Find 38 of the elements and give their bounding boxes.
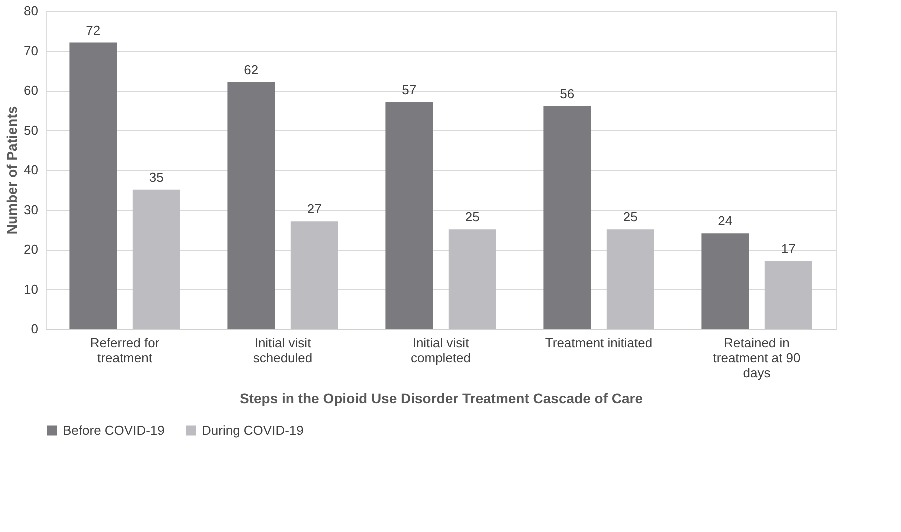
x-axis-title: Steps in the Opioid Use Disorder Treatment Cascade of Care <box>240 390 644 406</box>
y-tick-label: 30 <box>24 202 38 218</box>
bar <box>544 106 592 329</box>
y-tick-label: 10 <box>24 282 38 297</box>
y-tick-label: 50 <box>24 122 38 138</box>
x-tick-label: Initial visit completed <box>411 336 471 366</box>
data-label: 57 <box>402 82 417 98</box>
data-label: 25 <box>623 210 638 225</box>
bar <box>132 190 180 329</box>
bar <box>448 230 496 329</box>
x-tick-label: Treatment initiated <box>545 336 653 350</box>
data-label: 27 <box>307 202 322 217</box>
data-label: 24 <box>718 214 733 229</box>
x-tick-label: Initial visit scheduled <box>253 336 313 366</box>
bar <box>70 42 118 329</box>
y-tick-label: 40 <box>24 162 38 178</box>
data-label: 56 <box>560 86 575 102</box>
y-tick-label: 60 <box>24 83 38 98</box>
legend-label: Before COVID-19 <box>63 422 165 438</box>
y-tick-label: 70 <box>24 43 38 58</box>
y-tick-label: 80 <box>24 4 38 18</box>
y-axis-title: Number of Patients <box>4 106 20 235</box>
data-label: 62 <box>244 62 259 78</box>
legend-label: During COVID-19 <box>202 422 304 438</box>
x-tick-label: Retained in treatment at 90 days <box>713 336 801 380</box>
bar <box>764 261 812 329</box>
data-label: 25 <box>465 210 480 225</box>
bar <box>228 82 276 329</box>
bar <box>290 222 338 329</box>
y-tick-label: 20 <box>24 242 38 257</box>
y-tick-label: 0 <box>31 322 38 336</box>
x-tick-label: Referred for treatment <box>90 336 160 366</box>
data-label: 72 <box>86 22 101 38</box>
data-label: 17 <box>781 241 796 256</box>
bar <box>606 230 654 329</box>
data-label: 35 <box>149 170 164 185</box>
bar <box>702 234 750 329</box>
bar <box>386 102 434 329</box>
